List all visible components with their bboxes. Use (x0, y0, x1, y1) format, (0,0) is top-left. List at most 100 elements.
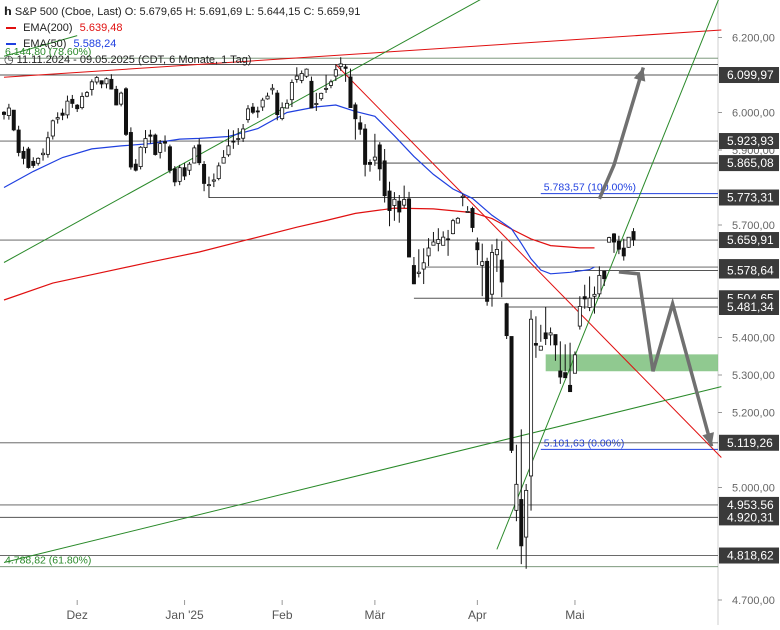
candle (553, 334, 558, 361)
candle (324, 74, 329, 93)
candle (6, 103, 11, 120)
candle-body (441, 236, 446, 246)
scenario-up-arrow (597, 66, 645, 200)
price-label-box (719, 189, 779, 206)
candle (333, 64, 338, 81)
ema50-swatch (6, 43, 16, 46)
candle-body (89, 81, 94, 90)
candle (494, 238, 499, 272)
x-tick-label: Mai (565, 608, 584, 622)
candle (31, 157, 36, 168)
candle (572, 351, 577, 374)
y-tick-label: 5.000,00 (732, 483, 775, 495)
candle-body (612, 233, 617, 243)
candle (84, 91, 89, 98)
candle-body (465, 210, 470, 213)
candle (158, 139, 163, 159)
candle (402, 185, 407, 209)
candle (436, 228, 441, 252)
candle (309, 76, 314, 109)
candle-body (21, 150, 26, 159)
candle (612, 233, 617, 253)
candle-body (104, 78, 109, 85)
ohlc-high: 5.691,69 (199, 6, 243, 18)
price-label-box (719, 155, 779, 172)
ema-lines (3, 104, 595, 301)
candle-body (382, 160, 387, 197)
candle-body (163, 141, 168, 144)
candle (489, 244, 494, 307)
candle (163, 135, 168, 152)
trend-line (496, 0, 719, 550)
candle (426, 238, 431, 267)
candle-body (80, 96, 85, 109)
candle (226, 129, 231, 157)
scenario-arrows (597, 66, 714, 447)
candle (363, 124, 368, 177)
price-labels: 6.099,97 5.923,93 5.865,08 5.773,31 5.659,91… (719, 67, 779, 564)
candles (2, 57, 636, 569)
candle-body (65, 100, 70, 116)
candle-body (338, 63, 343, 68)
y-axis: 6.200,006.000,005.900,005.700,005.400,00… (718, 33, 775, 607)
candle (255, 106, 260, 118)
candle-body (250, 106, 255, 113)
candle (538, 324, 543, 351)
period-row: ◷ 11.11.2024 - 09.05.2025 (CDT, 6 Monate… (4, 52, 360, 68)
candle (41, 148, 46, 161)
candle-body (460, 195, 465, 198)
candle (367, 159, 372, 172)
candle-body (36, 157, 41, 164)
candle-body (333, 69, 338, 77)
candle (358, 115, 363, 135)
candle (299, 70, 304, 84)
candle (124, 87, 129, 136)
candle (460, 193, 465, 207)
candle-body (494, 249, 499, 256)
candle (533, 316, 538, 358)
candle-body (55, 117, 60, 120)
candle (441, 231, 446, 246)
candle-body (109, 78, 114, 90)
candle (231, 130, 236, 149)
candle-body (314, 103, 319, 105)
trend-line (3, 29, 722, 78)
candle (548, 327, 553, 346)
candle (485, 257, 490, 306)
candle (109, 74, 114, 90)
candle-body (572, 354, 577, 374)
ema200-label: EMA(200) (23, 22, 73, 34)
candle (211, 173, 216, 188)
candle (133, 159, 138, 172)
candle-body (148, 134, 153, 137)
scenario-down-arrow (618, 270, 714, 447)
price-label: 5.865,08 (727, 156, 774, 170)
candle-body (226, 145, 231, 156)
candle (480, 243, 485, 297)
candle (202, 161, 207, 192)
candle (89, 79, 94, 96)
candle-body (533, 343, 538, 346)
candle-body (446, 238, 451, 241)
candle (587, 276, 592, 312)
candle (499, 241, 504, 298)
price-label: 5.923,93 (727, 134, 774, 148)
candle (275, 90, 280, 121)
horizontal-levels (0, 64, 718, 556)
y-tick-label: 5.700,00 (732, 220, 775, 232)
price-label: 5.481,34 (727, 300, 774, 314)
candle-body (158, 143, 163, 153)
candle (509, 336, 514, 453)
candle-body (280, 107, 285, 120)
candle (524, 483, 529, 569)
candle-body (41, 152, 46, 156)
candle (377, 142, 382, 181)
candle (372, 133, 377, 166)
candle-body (475, 242, 480, 251)
candle (431, 231, 436, 246)
trend-lines (3, 0, 722, 563)
fibonacci-levels: 5.783,57 (100.00%) 5.101,63 (0.00%) 4.788,… (0, 46, 718, 568)
candle-body (206, 184, 211, 187)
candle-body (60, 112, 65, 116)
